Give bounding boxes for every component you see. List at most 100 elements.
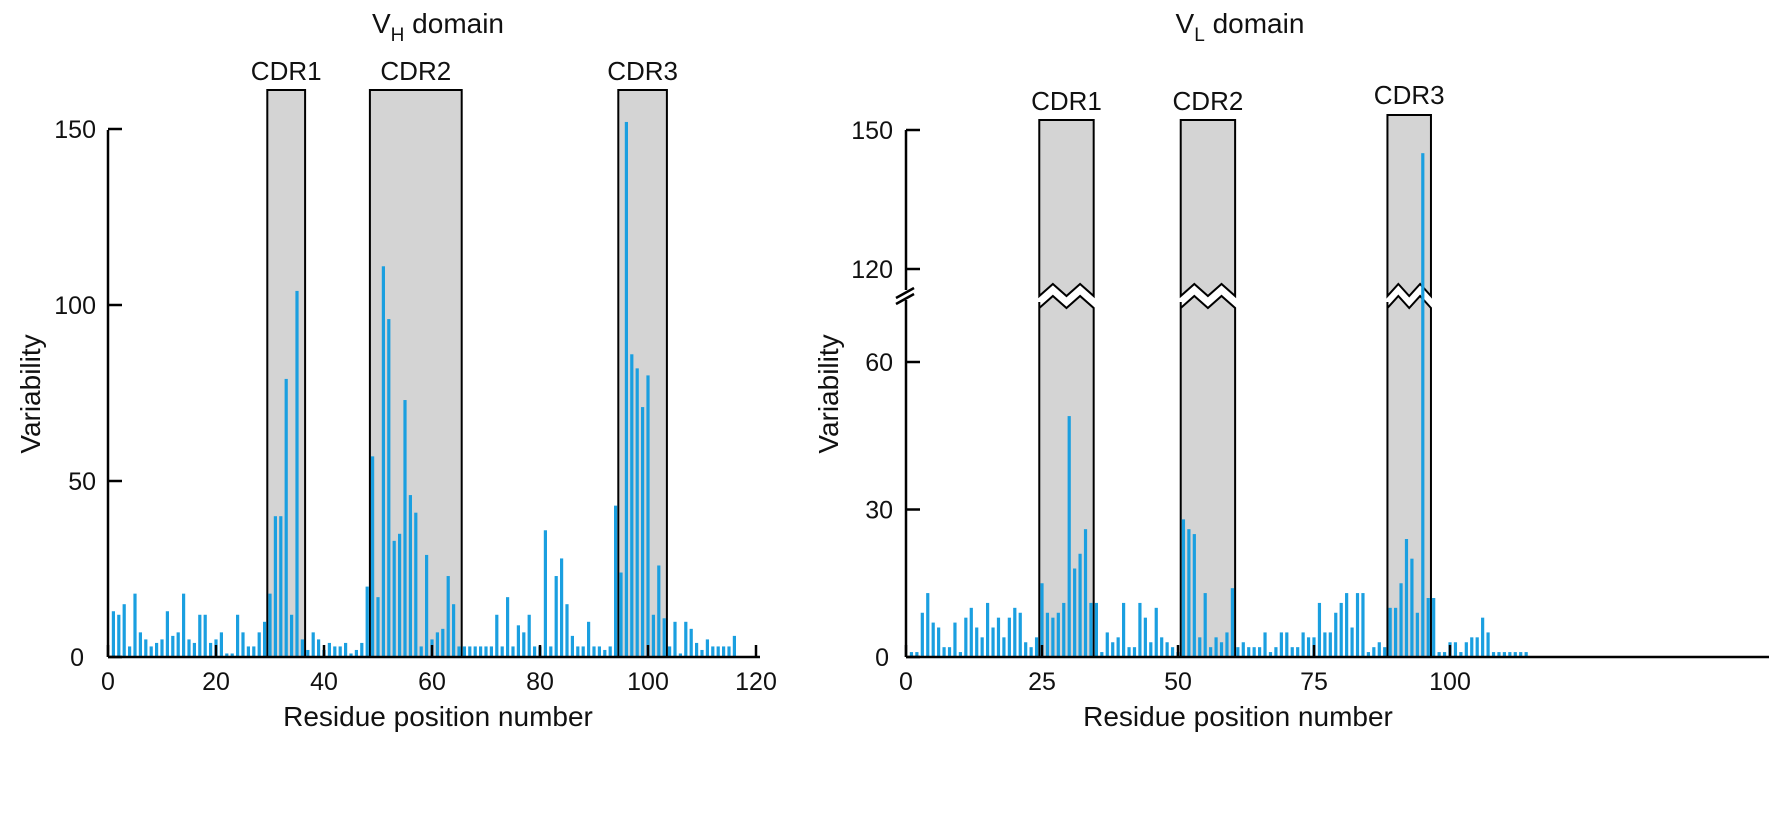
vh-bar [360,642,364,657]
vl-bar [1067,416,1071,657]
vh-bar [479,646,483,657]
vl-bar [1361,593,1365,657]
vl-cdr-region-lower-3 [1386,294,1432,658]
vl-bar [1062,602,1066,657]
vl-bar [1073,568,1077,657]
vh-bar [500,646,504,657]
vh-bar [408,495,412,657]
vh-bar [484,646,488,657]
vh-bar [700,649,704,657]
vh-bar [219,632,223,657]
vl-bar [1263,632,1267,657]
vh-x-tick-label: 120 [735,668,777,696]
vl-bar [909,652,914,657]
vh-bar [516,625,520,657]
vh-bar [403,400,407,657]
vl-bar [1034,637,1039,657]
vl-bar [1198,637,1202,657]
vh-bar [371,456,375,657]
vl-bar [1192,534,1196,657]
vh-bar [344,642,348,657]
vh-bar [333,646,337,657]
vl-bar [1236,647,1240,657]
vh-bar [209,642,213,657]
vh-bar [495,614,499,657]
vl-bar [1214,637,1218,657]
vl-bar [1453,642,1458,657]
vh-bar [160,639,164,657]
vh-bar [716,646,720,657]
vh-y-tick-label: 100 [54,292,96,320]
vh-x-tick-label: 20 [202,668,230,696]
vh-bar [527,614,531,657]
vl-bar [1258,647,1262,657]
vl-panel: CDR1 CDR2 CDR3 0 25 50 75 100 0 30 60 120 150 VL d… [813,8,1769,732]
vh-bar [646,375,650,657]
vl-bar [1486,632,1490,657]
vl-bar [1002,637,1006,657]
vl-bar [1508,652,1512,657]
vl-y-tick-label: 30 [865,497,893,525]
vl-bar [1502,652,1506,657]
vl-cdr-region-upper-3 [1386,114,1432,299]
vh-bar [203,614,207,657]
vl-bar [1170,647,1175,657]
vl-bar [1519,652,1523,657]
vl-bar [980,637,984,657]
vh-y-tick-label: 50 [68,468,96,496]
vh-cdr-regions: CDR1 CDR2 CDR3 [251,56,678,658]
vl-bar [1138,602,1142,657]
vh-bar [311,632,315,657]
vh-bar [149,646,153,657]
vh-bar [570,635,574,657]
vh-bar [246,646,250,657]
vh-bar [435,632,439,657]
vl-bar [1383,647,1387,657]
vl-bar [1143,617,1147,657]
vh-y-tick-label: 150 [54,116,96,144]
vh-bar [635,368,639,657]
vh-bar [176,632,180,657]
vl-bar [991,627,995,657]
vh-bar [268,593,272,657]
vl-bar [1100,652,1104,657]
vl-bar [953,622,957,657]
vh-bar [565,604,569,657]
vh-x-tick-label: 60 [418,668,446,696]
vl-bar [1247,647,1251,657]
vl-bar [1399,583,1403,657]
vl-bar [1345,593,1349,657]
vh-bar [489,646,493,657]
vl-bar [1296,647,1300,657]
vh-bar [678,653,682,657]
vl-bar [1426,598,1430,657]
vl-bar [1459,652,1463,657]
vh-bar [414,512,418,657]
vh-bar [225,653,229,657]
vh-bar [198,614,202,657]
vh-cdr-label-1: CDR1 [251,56,322,86]
vh-bar [614,505,618,657]
vh-bar [381,266,385,657]
vh-bar [506,597,510,657]
vh-bar [144,639,148,657]
vl-bar [926,593,930,657]
vl-bar [1350,627,1354,657]
vl-y-tick-label: 120 [851,256,893,284]
vh-cdr-label-3: CDR3 [607,56,678,86]
vh-bar [392,540,396,657]
vh-bar [522,632,526,657]
vl-bar [942,647,946,657]
vl-cdr-label-2: CDR2 [1173,86,1244,116]
vh-bars [111,121,736,657]
vl-bar [1524,652,1528,657]
vh-bar [576,646,580,657]
vh-bar [592,646,596,657]
vh-bar [711,646,715,657]
vl-bar [1268,652,1273,657]
vh-bar [468,646,472,657]
vl-bar [1132,647,1137,657]
vl-bar [958,652,962,657]
vl-bar [1328,632,1332,657]
